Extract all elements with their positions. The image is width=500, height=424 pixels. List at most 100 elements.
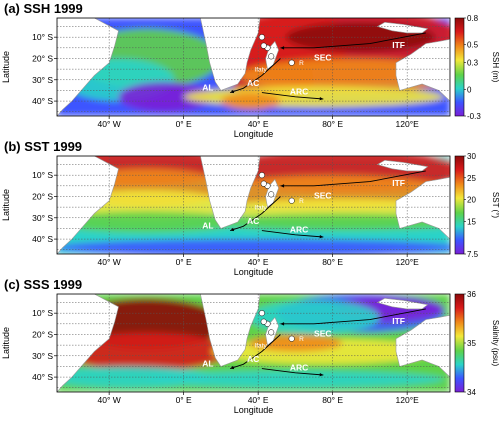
label-ac: AC [247, 78, 259, 88]
label-itf: ITF [392, 40, 405, 50]
current-arrow [280, 170, 426, 187]
sample-site [258, 310, 265, 317]
y-tick-label: 40° S [32, 96, 53, 106]
current-arrow [230, 196, 281, 232]
sample-site [288, 335, 295, 342]
colorbar-tick-label: 34 [467, 388, 476, 397]
current-arrow [280, 308, 426, 325]
colorbar-label: SST (°) [491, 192, 500, 219]
colorbar-tick-label: -0.3 [467, 112, 481, 121]
current-arrow [261, 230, 324, 238]
colorbar [454, 293, 465, 393]
arrow-head [280, 46, 285, 50]
sample-site [268, 191, 275, 198]
label-al: AL [202, 220, 213, 230]
current-arrow [261, 92, 324, 100]
y-tick-label: 10° S [32, 170, 53, 180]
colorbar-tick-label: 0.3 [467, 59, 479, 68]
landmass [376, 297, 429, 310]
x-tick-label: 40° E [248, 257, 269, 267]
sample-site [258, 172, 265, 179]
colorbar-label: SSH (m) [491, 52, 500, 83]
colorbar [454, 17, 465, 117]
landmass [376, 21, 429, 34]
current-arrow [261, 368, 324, 376]
panel-c: (c) SSS 1999 AL AC ARC SEC ITF Ifaty R 10° S 20° … [1, 277, 500, 415]
x-tick-label: 120°E [396, 395, 420, 405]
label-arc: ARC [290, 87, 308, 97]
arrow-head [230, 89, 235, 94]
y-tick-label: 20° S [32, 191, 53, 201]
y-tick-label: 40° S [32, 372, 53, 382]
colorbar-tick-label: 7.5 [467, 250, 479, 259]
arrow-head [230, 227, 235, 232]
landmass [376, 159, 429, 172]
arrow-head [280, 184, 285, 188]
x-tick-label: 0° E [176, 395, 192, 405]
y-tick-label: 40° S [32, 234, 53, 244]
landmass [395, 38, 450, 102]
y-tick-label: 20° S [32, 53, 53, 63]
label-al: AL [202, 358, 213, 368]
colorbar-tick-label: 30 [467, 152, 476, 161]
panel-b: (b) SST 1999 AL AC ARC SEC ITF Ifaty R 10° S 20° … [1, 139, 500, 277]
current-arrow [230, 334, 281, 370]
label-r: R [299, 198, 304, 205]
arrow-head [319, 372, 324, 377]
colorbar [454, 155, 465, 255]
colorbar-label: Salinity (psu) [491, 320, 500, 367]
x-tick-label: 120°E [396, 257, 420, 267]
label-ifaty: Ifaty [254, 204, 267, 211]
sample-site [268, 53, 275, 60]
sample-site [288, 197, 295, 204]
x-tick-label: 80° E [322, 119, 343, 129]
panel-title: (b) SST 1999 [4, 139, 82, 154]
label-arc: ARC [290, 363, 308, 373]
label-itf: ITF [392, 316, 405, 326]
y-tick-label: 10° S [32, 32, 53, 42]
x-axis-label: Longitude [234, 129, 274, 139]
landmass [200, 294, 261, 367]
label-r: R [299, 60, 304, 67]
field-map [57, 18, 450, 116]
arrow-head [280, 322, 285, 326]
label-sec: SEC [314, 329, 331, 339]
panel-title: (a) SSH 1999 [4, 1, 83, 16]
plot-frame [56, 17, 451, 117]
x-tick-label: 40° E [248, 119, 269, 129]
landmass [395, 314, 450, 378]
label-sec: SEC [314, 53, 331, 63]
colorbar-tick-label: 0 [467, 85, 472, 94]
sample-site [268, 329, 275, 336]
panel-a: (a) SSH 1999 AL AC ARC SEC ITF Ifaty R 10° S 20° … [1, 1, 500, 139]
label-al: AL [202, 82, 213, 92]
label-ifaty: Ifaty [254, 342, 267, 349]
sample-site [258, 34, 265, 41]
label-ac: AC [247, 216, 259, 226]
x-tick-label: 80° E [322, 395, 343, 405]
y-tick-label: 10° S [32, 308, 53, 318]
landmass [200, 18, 261, 91]
arrow-head [319, 96, 324, 101]
y-tick-label: 20° S [32, 329, 53, 339]
x-tick-label: 0° E [176, 257, 192, 267]
colorbar-tick-label: 0.8 [467, 14, 479, 23]
x-tick-label: 0° E [176, 119, 192, 129]
colorbar-tick-label: 25 [467, 174, 476, 183]
x-tick-label: 40° W [98, 119, 121, 129]
y-tick-label: 30° S [32, 75, 53, 85]
arrow-head [230, 365, 235, 370]
y-tick-label: 30° S [32, 351, 53, 361]
label-r: R [299, 336, 304, 343]
sample-site [288, 59, 295, 66]
label-arc: ARC [290, 225, 308, 235]
field-map [57, 294, 450, 392]
label-ac: AC [247, 354, 259, 364]
x-tick-label: 40° E [248, 395, 269, 405]
x-tick-label: 80° E [322, 257, 343, 267]
label-itf: ITF [392, 178, 405, 188]
sample-site [260, 42, 267, 49]
colorbar-tick-label: 20 [467, 196, 476, 205]
label-sec: SEC [314, 191, 331, 201]
